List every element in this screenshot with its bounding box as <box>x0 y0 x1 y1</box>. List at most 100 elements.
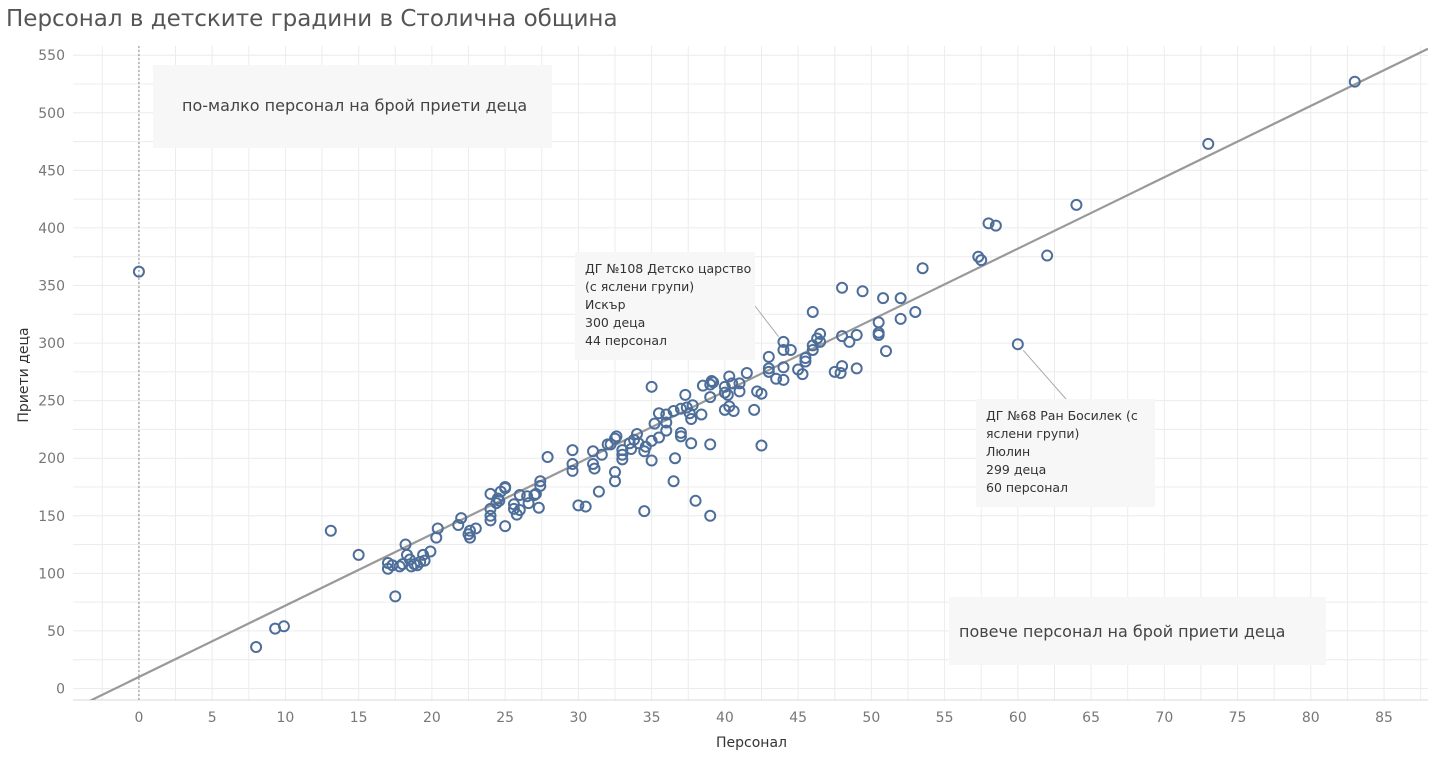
data-point[interactable] <box>689 494 702 507</box>
data-point[interactable] <box>645 434 658 447</box>
data-point[interactable] <box>850 329 863 342</box>
data-point[interactable] <box>469 522 482 535</box>
data-point[interactable] <box>463 531 476 544</box>
data-point[interactable] <box>777 343 790 356</box>
data-point[interactable] <box>1348 75 1361 88</box>
data-point[interactable] <box>718 380 731 393</box>
data-point[interactable] <box>277 620 290 633</box>
data-point[interactable] <box>499 520 512 533</box>
data-point[interactable] <box>455 512 468 525</box>
data-point[interactable] <box>836 281 849 294</box>
data-point[interactable] <box>834 367 847 379</box>
data-point[interactable] <box>740 367 753 379</box>
data-point[interactable] <box>872 316 885 329</box>
data-point[interactable] <box>836 360 849 373</box>
data-point[interactable] <box>418 554 431 567</box>
data-point[interactable] <box>610 430 623 443</box>
data-point[interactable] <box>877 292 890 305</box>
data-point[interactable] <box>667 475 680 488</box>
data-point[interactable] <box>609 466 621 479</box>
data-point[interactable] <box>1041 249 1054 262</box>
data-point[interactable] <box>499 480 512 493</box>
data-point[interactable] <box>513 489 526 502</box>
data-point[interactable] <box>534 479 547 492</box>
data-point[interactable] <box>777 373 790 386</box>
data-point[interactable] <box>894 292 907 305</box>
data-point[interactable] <box>733 377 746 390</box>
data-point[interactable] <box>806 343 819 356</box>
data-point[interactable] <box>755 387 768 400</box>
data-point[interactable] <box>856 285 869 298</box>
data-point[interactable] <box>686 399 699 412</box>
data-point[interactable] <box>566 464 579 477</box>
data-point[interactable] <box>718 386 731 399</box>
data-point[interactable] <box>534 475 547 488</box>
data-point[interactable] <box>685 437 698 450</box>
data-point[interactable] <box>704 391 717 404</box>
data-point[interactable] <box>721 388 734 401</box>
data-point[interactable] <box>828 365 841 378</box>
data-point[interactable] <box>648 417 661 430</box>
data-point[interactable] <box>814 335 827 348</box>
data-point[interactable] <box>695 408 708 421</box>
data-point[interactable] <box>532 501 545 514</box>
data-point[interactable] <box>799 352 812 365</box>
data-point[interactable] <box>667 404 680 417</box>
data-point[interactable] <box>704 438 717 451</box>
data-point[interactable] <box>484 509 497 522</box>
data-point[interactable] <box>727 404 740 417</box>
data-point[interactable] <box>748 403 761 416</box>
data-point[interactable] <box>982 217 995 230</box>
data-point[interactable] <box>880 345 892 358</box>
data-point[interactable] <box>679 388 692 401</box>
data-point[interactable] <box>674 430 687 443</box>
data-point[interactable] <box>989 219 1002 232</box>
data-point[interactable] <box>652 431 665 444</box>
data-point[interactable] <box>669 452 682 465</box>
data-point[interactable] <box>572 499 585 512</box>
data-point[interactable] <box>806 305 819 318</box>
data-point[interactable] <box>916 262 929 275</box>
data-point[interactable] <box>579 500 592 513</box>
data-point[interactable] <box>660 408 673 421</box>
data-point[interactable] <box>762 365 775 378</box>
data-point[interactable] <box>484 514 497 527</box>
data-point[interactable] <box>566 444 579 457</box>
data-point[interactable] <box>250 641 263 654</box>
data-point[interactable] <box>522 497 535 510</box>
data-point[interactable] <box>685 413 698 426</box>
data-point[interactable] <box>452 518 465 531</box>
data-point[interactable] <box>843 335 856 348</box>
data-point[interactable] <box>972 250 985 263</box>
data-point[interactable] <box>463 524 476 537</box>
data-point[interactable] <box>393 560 406 573</box>
data-point[interactable] <box>850 362 863 375</box>
data-point[interactable] <box>762 350 775 363</box>
data-point[interactable] <box>799 355 812 368</box>
data-point[interactable] <box>777 361 790 374</box>
data-point[interactable] <box>541 451 554 464</box>
data-point[interactable] <box>723 370 736 383</box>
data-point[interactable] <box>592 485 605 498</box>
data-point[interactable] <box>645 380 658 393</box>
data-point[interactable] <box>704 509 717 522</box>
data-point[interactable] <box>726 377 739 390</box>
data-point[interactable] <box>566 457 579 470</box>
data-point[interactable] <box>616 448 629 461</box>
data-point[interactable] <box>652 407 665 420</box>
data-point[interactable] <box>777 335 790 348</box>
data-point[interactable] <box>784 343 797 356</box>
data-point[interactable] <box>975 254 988 267</box>
data-point[interactable] <box>683 407 696 420</box>
data-point[interactable] <box>755 439 768 452</box>
data-point[interactable] <box>595 448 608 461</box>
data-point[interactable] <box>814 327 827 340</box>
data-point[interactable] <box>632 437 645 450</box>
data-point[interactable] <box>1202 137 1215 150</box>
data-point[interactable] <box>645 454 658 467</box>
data-point[interactable] <box>638 505 651 518</box>
data-point[interactable] <box>770 372 783 385</box>
data-point[interactable] <box>894 312 907 325</box>
data-point[interactable] <box>680 401 693 414</box>
data-point[interactable] <box>1070 198 1083 211</box>
